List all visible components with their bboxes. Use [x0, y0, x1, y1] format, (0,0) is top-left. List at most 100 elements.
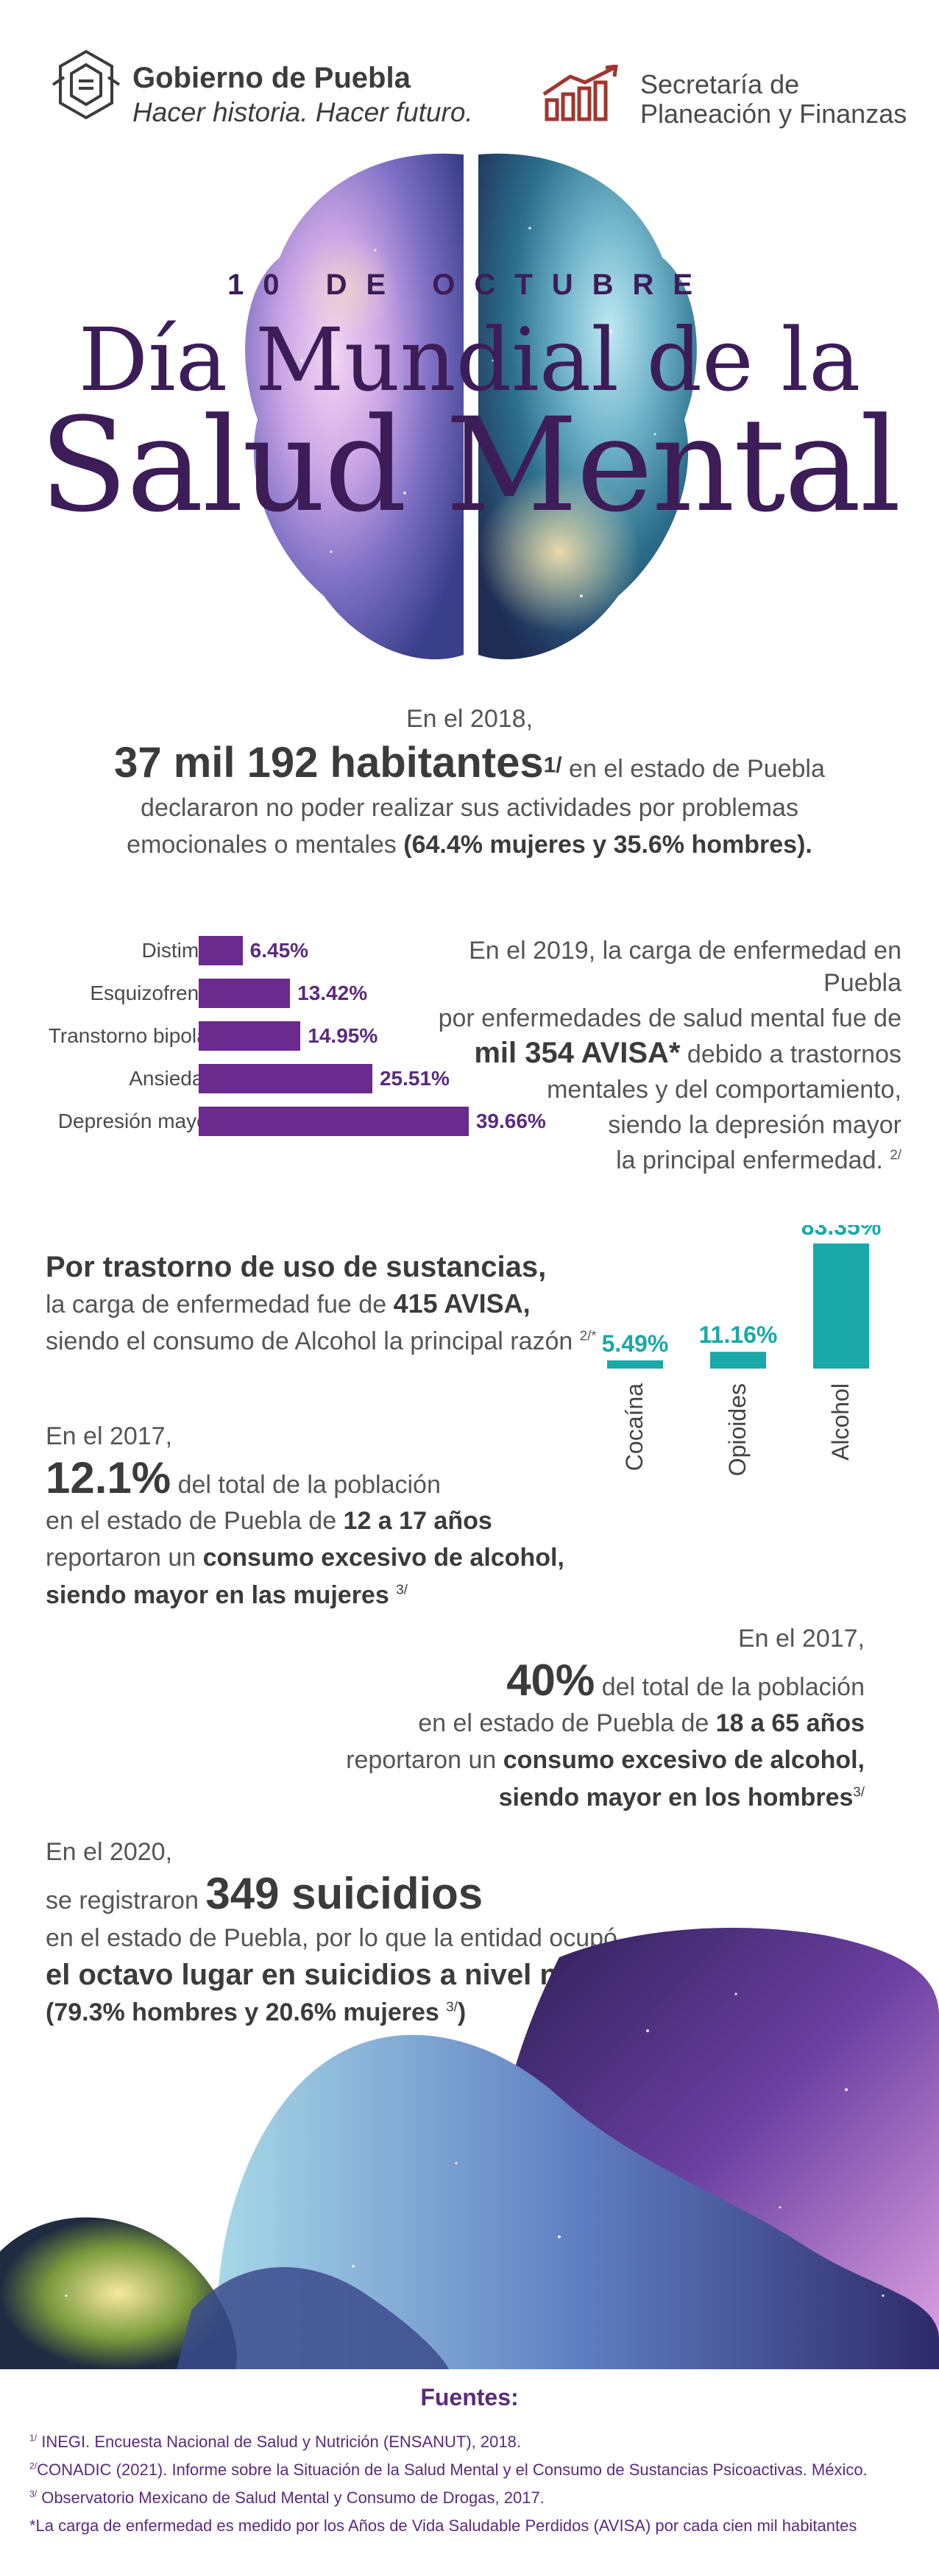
stat-2019-line3-rest: debido a trastornos [680, 1040, 901, 1068]
stat-2017-minors-line5: siendo mayor en las mujeres 3/ [46, 1579, 575, 1611]
galaxy-decoration-image [0, 1928, 939, 2369]
secretariat-name-line1: Secretaría de [640, 69, 800, 99]
stat-2020-figure: 349 suicidios [205, 1869, 483, 1919]
stat-2017-adults-line3-text: en el estado de Puebla de [418, 1709, 716, 1738]
stat-2017-minors-line3: en el estado de Puebla de 12 a 17 años [46, 1505, 575, 1537]
stat-2017-minors-block: En el 2017, 12.1% del total de la poblac… [46, 1420, 575, 1611]
stat-2017-minors-line5-text: siendo mayor en las mujeres [46, 1580, 389, 1609]
stat-2017-minors-line3-text: en el estado de Puebla de [46, 1507, 344, 1536]
stat-substances-footnote: 2/* [579, 1327, 597, 1344]
stat-substances-line3-text: siendo el consumo de Alcohol la principa… [46, 1327, 573, 1356]
bar-category-label: Depresión mayor [57, 1110, 215, 1132]
stat-2019-line6-text: la principal enfermedad. [616, 1146, 883, 1175]
bar-row: Depresión mayor 39.66% [22, 1105, 567, 1138]
bar [813, 1243, 869, 1369]
bar-value-label: 25.51% [379, 1067, 450, 1090]
stat-2017-adults-line3: en el estado de Puebla de 18 a 65 años [309, 1707, 865, 1739]
stat-2017-adults-figure: 40% [506, 1656, 595, 1706]
bar-category-label: Opioides [724, 1383, 751, 1476]
stat-2017-adults-line5-text: siendo mayor en los hombres [498, 1783, 854, 1812]
bar-value-label: 6.45% [249, 939, 309, 962]
stat-2017-minors-after: del total de la población [171, 1471, 441, 1500]
stat-2017-adults-line5: siendo mayor en los hombres3/ [309, 1781, 865, 1814]
stat-2019-line2: por enfermedades de salud mental fue de [438, 1004, 901, 1033]
hero-title-line1: Día Mundial de la [78, 309, 861, 411]
brain-galaxy-image [245, 153, 697, 660]
stat-2019-line6: la principal enfermedad. 2/ [397, 1144, 901, 1177]
bar-value-label: 83.35% [801, 1225, 882, 1240]
sources-footer: Fuentes: 1/ INEGI. Encuesta Nacional de … [0, 2369, 939, 2576]
hero-title-line2: Salud Mental [39, 390, 901, 541]
bar-growth-icon [542, 65, 618, 121]
stat-2017-minors-consumption: consumo excesivo de alcohol, [202, 1544, 564, 1572]
stat-2020-gender-split: (79.3% hombres y 20.6% mujeres [46, 1998, 439, 2027]
stat-2017-minors-figure: 12.1% [46, 1453, 171, 1503]
sources-title: Fuentes: [420, 2384, 519, 2410]
bar-value-label: 14.95% [308, 1024, 378, 1047]
stat-2018-headline: 37 mil 192 habitantes1/ en el estado de … [0, 738, 939, 787]
stat-2017-adults-intro: En el 2017, [737, 1625, 865, 1653]
source-item: 3/ Observatorio Mexicano de Salud Mental… [29, 2488, 545, 2508]
bar-row: Transtorno bipolar 14.95% [22, 1020, 567, 1052]
stat-substances-avisa: 415 AVISA, [393, 1288, 531, 1319]
stat-2018-line3: emocionales o mentales (64.4% mujeres y … [0, 828, 939, 861]
source-footnote: 1/ [29, 2433, 38, 2444]
stat-2020-line2-text: se registraron [46, 1887, 206, 1915]
mental-disorders-bar-chart: Distimia 6.45% Esquizofrenia 13.42% Transtor… [22, 934, 567, 1170]
stat-2018-line2: declararon no poder realizar sus activid… [141, 794, 798, 823]
bar-category-label: Cocaína [621, 1383, 648, 1471]
bar-category-label: Transtorno bipolar [48, 1024, 215, 1047]
stat-2018-gender-split: (64.4% mujeres y 35.6% hombres). [403, 831, 812, 859]
government-name: Gobierno de Puebla [132, 62, 411, 94]
stat-2018-footnote: 1/ [543, 753, 562, 778]
bar-category-label: Esquizofrenia [90, 982, 215, 1004]
secretariat-name-line2: Planeación y Finanzas [640, 99, 907, 129]
source-item: *La carga de enfermedad es medido por lo… [29, 2516, 857, 2536]
stat-2019-line3: mil 354 AVISA* debido a trastornos [397, 1037, 901, 1071]
source-footnote: 2/ [29, 2460, 38, 2472]
stat-2019-avisa: mil 354 AVISA* [474, 1036, 681, 1069]
stat-2019-line4: mentales y del comportamiento, [547, 1075, 901, 1104]
stat-2017-adults-age: 18 a 65 años [715, 1709, 865, 1738]
stat-2017-minors-line4: reportaron un consumo excesivo de alcoho… [46, 1541, 575, 1574]
stat-2018-line3-text: emocionales o mentales [127, 831, 404, 859]
stat-substances-line3: siendo el consumo de Alcohol la principa… [46, 1325, 605, 1358]
bar [199, 1021, 301, 1051]
source-text: *La carga de enfermedad es medido por lo… [29, 2516, 857, 2535]
stat-2017-minors-line4-text: reportaron un [46, 1544, 203, 1572]
government-header: Gobierno de Puebla Hacer historia. Hacer… [46, 44, 487, 132]
stat-2019-line5: siendo la depresión mayor [608, 1110, 901, 1139]
source-item: 2/CONADIC (2021). Informe sobre la Situa… [29, 2460, 868, 2480]
bar [199, 936, 243, 965]
stat-2020-intro: En el 2020, [46, 1838, 173, 1866]
stat-substances-line1: Por trastorno de uso de sustancias, [46, 1251, 547, 1283]
stat-2017-minors-intro: En el 2017, [46, 1422, 173, 1450]
stat-2019-footnote: 2/ [890, 1146, 901, 1163]
stat-2017-adults-block: En el 2017, 40% del total de la població… [309, 1622, 865, 1814]
stat-substances-line2-text: la carga de enfermedad fue de [46, 1291, 394, 1319]
substances-bar-chart: 5.49% Cocaína 11.16% Opioides 83.35% Alcohol [602, 1225, 882, 1476]
stat-2017-adults-footnote: 3/ [853, 1784, 865, 1800]
bar-row: Esquizofrenia 13.42% [22, 977, 567, 1010]
stat-2017-adults-line4: reportaron un consumo excesivo de alcoho… [309, 1744, 865, 1776]
stat-2017-minors-age: 12 a 17 años [343, 1507, 492, 1536]
government-slogan: Hacer historia. Hacer futuro. [132, 97, 473, 127]
bar-row: Ansiedad 25.51% [22, 1062, 567, 1095]
stat-2017-minors-footnote: 3/ [396, 1581, 408, 1597]
stat-2017-adults-after: del total de la población [595, 1673, 865, 1702]
stat-substances-line2: la carga de enfermedad fue de 415 AVISA, [46, 1288, 605, 1321]
source-text: INEGI. Encuesta Nacional de Salud y Nutr… [37, 2433, 521, 2451]
stat-2018-intro: En el 2018, [405, 705, 534, 733]
stat-2019-line1: En el 2019, la carga de enfermedad en Pu… [469, 937, 901, 998]
stat-2018-location: en el estado de Puebla [561, 755, 825, 784]
bar-value-label: 11.16% [699, 1321, 778, 1348]
stat-2020-line5: (79.3% hombres y 20.6% mujeres 3/) [46, 1996, 782, 2029]
stat-2018-figure: 37 mil 192 habitantes [114, 739, 544, 787]
stat-2017-minors-headline: 12.1% del total de la población [46, 1452, 575, 1503]
bar [199, 979, 291, 1008]
source-text: Observatorio Mexicano de Salud Mental y … [37, 2488, 545, 2507]
stat-2019-block: En el 2019, la carga de enfermedad en Pu… [397, 934, 901, 1177]
bar-value-label: 13.42% [297, 982, 368, 1004]
stat-2017-adults-line4-text: reportaron un [346, 1746, 503, 1775]
bar-value-label: 5.49% [602, 1330, 669, 1357]
